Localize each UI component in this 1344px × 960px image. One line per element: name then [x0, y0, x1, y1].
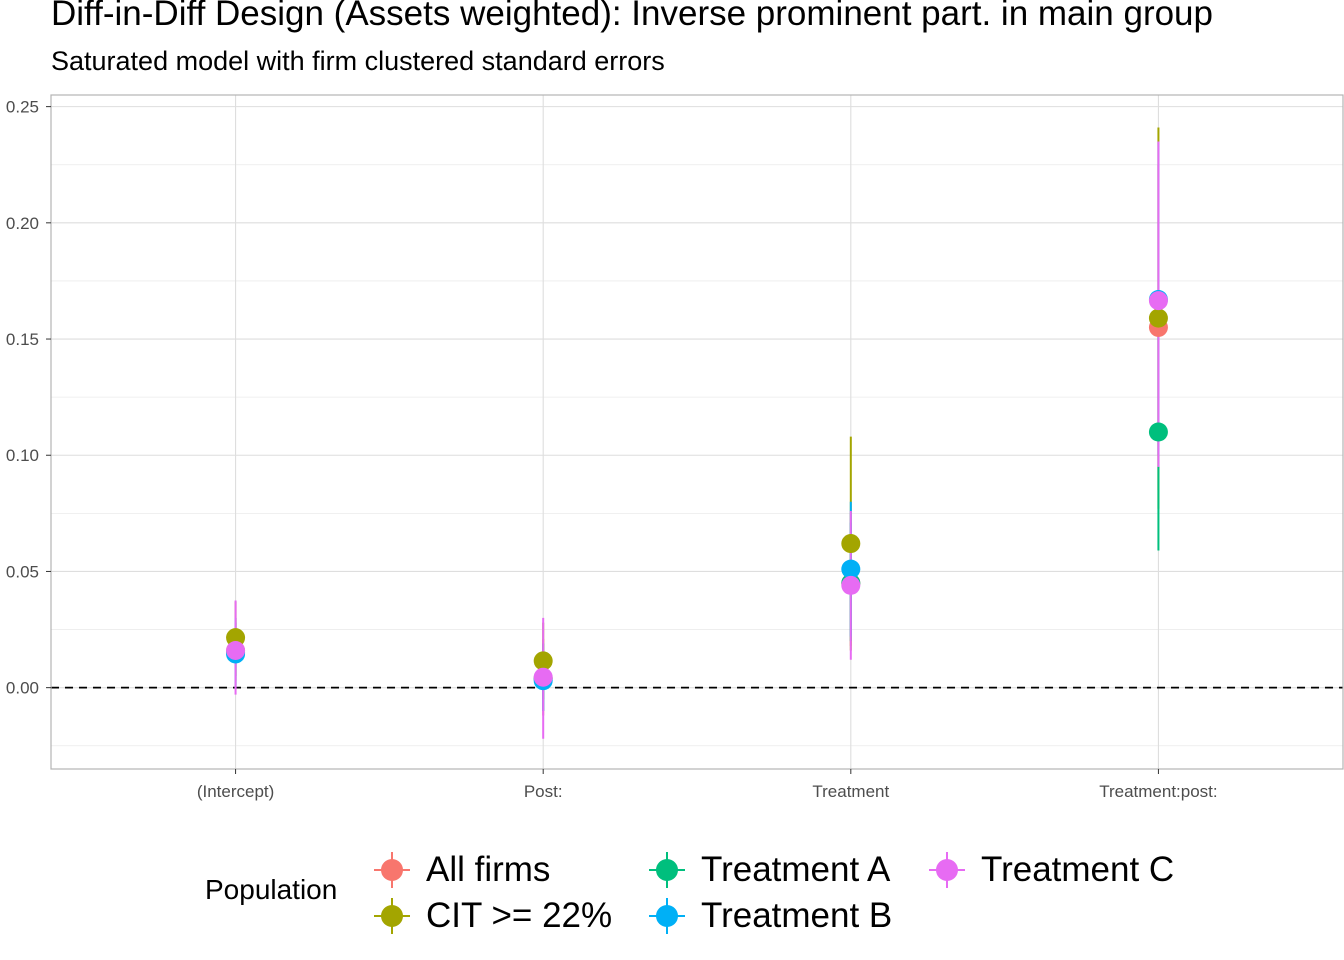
legend-label: Treatment C [981, 850, 1175, 889]
legend-key-treatment-b [647, 896, 687, 936]
legend-label: CIT >= 22% [426, 896, 613, 935]
legend-label: All firms [426, 850, 551, 889]
legend-item-cit: CIT >= 22% [372, 896, 612, 936]
legend-item-treatment-a: Treatment A [647, 850, 890, 890]
data-point [841, 534, 861, 554]
x-tick-label: Treatment:post: [1099, 782, 1217, 801]
legend-glyph-point [381, 859, 403, 881]
legend-item-treatment-c: Treatment C [927, 850, 1174, 890]
x-tick-label: (Intercept) [197, 782, 274, 801]
y-axis-ticks: 0.00 0.05 0.10 0.15 0.20 0.25 [6, 98, 51, 698]
y-tick-label: 0.10 [6, 446, 39, 465]
data-point [1148, 291, 1168, 311]
points [226, 290, 1168, 691]
legend-glyph [374, 898, 410, 934]
legend-key-treatment-c [927, 850, 967, 890]
legend-label: Treatment A [701, 850, 891, 889]
legend-key-cit [372, 896, 412, 936]
legend-key-treatment-a [647, 850, 687, 890]
legend-label: Treatment B [701, 896, 893, 935]
y-tick-label: 0.25 [6, 98, 39, 117]
x-axis-ticks: (Intercept) Post: Treatment Treatment:post: [197, 769, 1218, 801]
data-point [1148, 422, 1168, 442]
legend-glyph-point [656, 859, 678, 881]
x-tick-label: Treatment [812, 782, 889, 801]
data-point [841, 559, 861, 579]
data-point [533, 667, 553, 687]
chart-title: Diff-in-Diff Design (Assets weighted): I… [51, 0, 1213, 33]
x-tick-label: Post: [524, 782, 563, 801]
legend-glyph [929, 852, 965, 888]
legend-glyph [649, 898, 685, 934]
legend-item-treatment-b: Treatment B [647, 896, 892, 936]
legend-glyph-point [656, 905, 678, 927]
legend-glyph-point [936, 859, 958, 881]
data-point [841, 575, 861, 595]
legend-glyph [649, 852, 685, 888]
y-tick-label: 0.05 [6, 562, 39, 581]
legend-title: Population [205, 874, 338, 905]
panel-border [50, 94, 1344, 770]
y-tick-label: 0.15 [6, 330, 39, 349]
data-point [226, 640, 246, 660]
legend-glyph [374, 852, 410, 888]
chart-subtitle: Saturated model with firm clustered stan… [51, 46, 665, 76]
y-tick-label: 0.00 [6, 679, 39, 698]
legend-item-all-firms: All firms [372, 850, 550, 890]
data-point [533, 651, 553, 671]
legend-key-all-firms [372, 850, 412, 890]
error-bars [234, 127, 1160, 739]
y-tick-label: 0.20 [6, 214, 39, 233]
data-point [1148, 308, 1168, 328]
legend-glyph-point [381, 905, 403, 927]
